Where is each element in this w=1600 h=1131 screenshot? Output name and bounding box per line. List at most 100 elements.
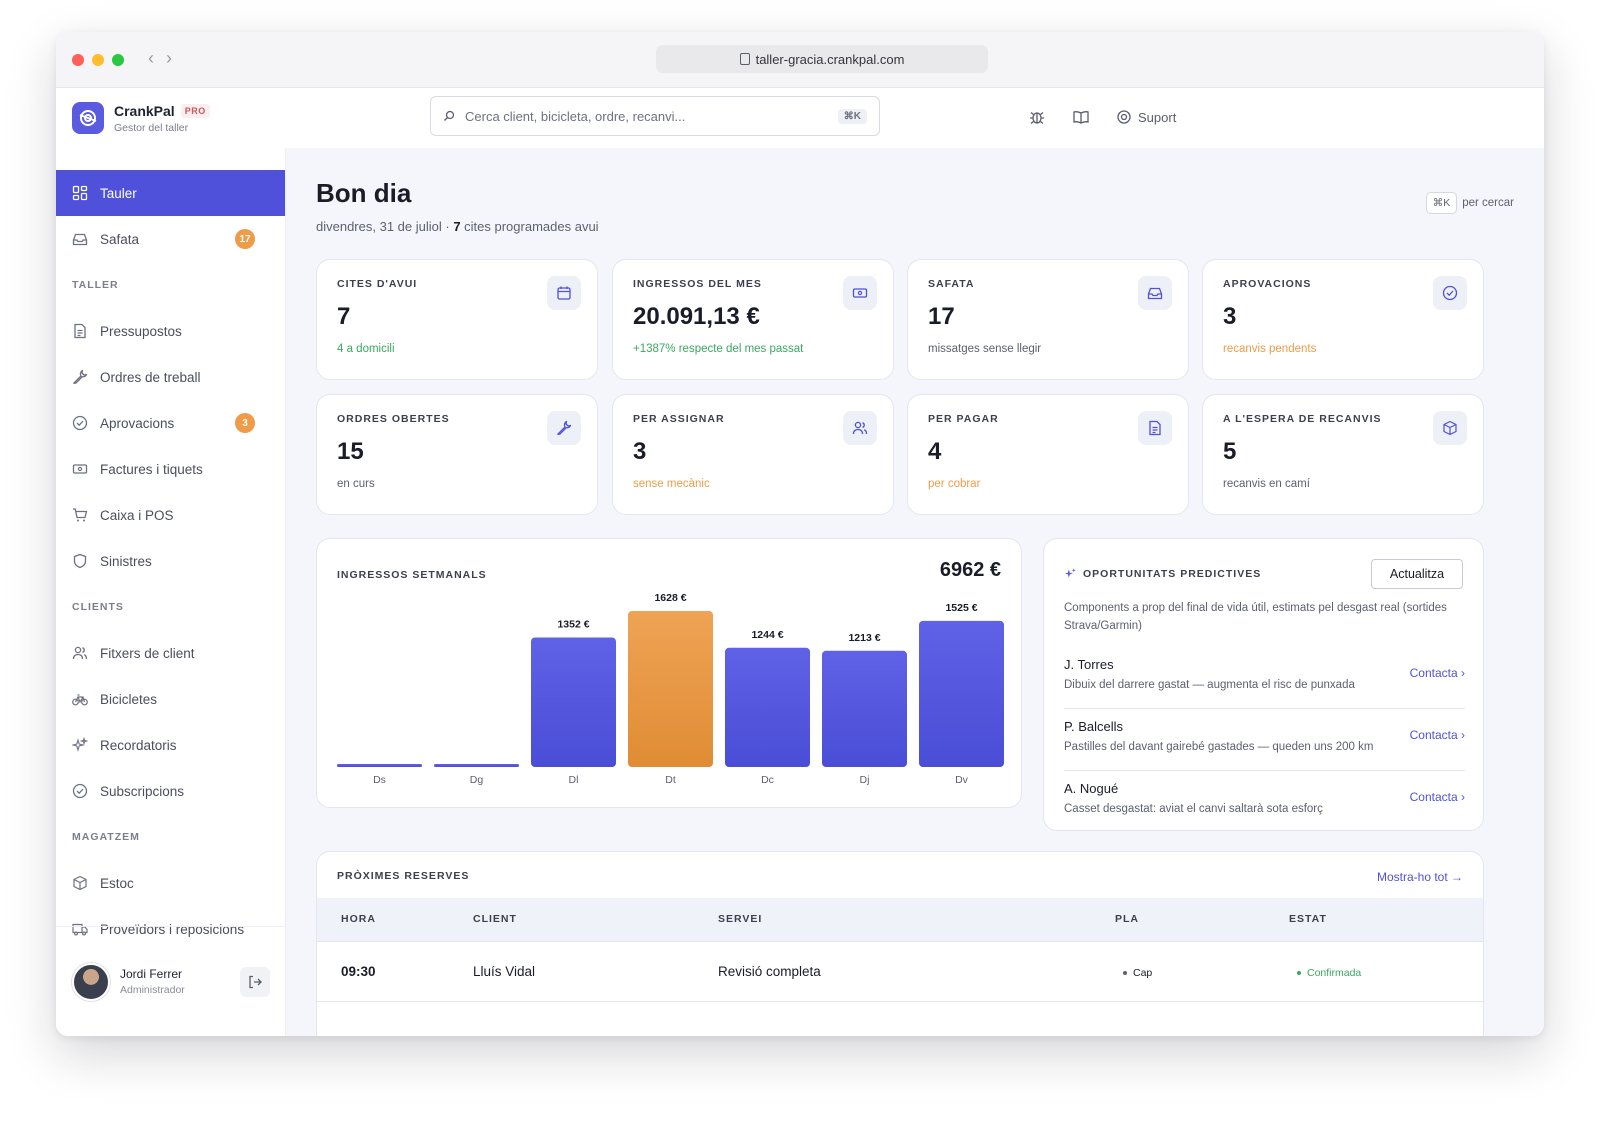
sidebar-item-estoc[interactable]: Estoc bbox=[56, 860, 285, 906]
column-header[interactable]: ESTAT bbox=[1289, 913, 1327, 925]
stat-note: missatges sense llegir bbox=[928, 343, 1042, 355]
bar-dl[interactable] bbox=[531, 637, 616, 767]
money-icon bbox=[72, 461, 88, 477]
dashboard-icon bbox=[72, 185, 88, 201]
stat-card-recanvis[interactable]: A L'ESPERA DE RECANVIS 5 recanvis en cam… bbox=[1202, 394, 1484, 515]
bar-dj[interactable] bbox=[822, 650, 907, 767]
box-icon bbox=[1433, 411, 1467, 445]
stat-label: INGRESSOS DEL MES bbox=[633, 278, 762, 290]
show-all-link[interactable]: Mostra-ho tot → bbox=[1376, 870, 1463, 884]
bar-dg[interactable] bbox=[434, 764, 519, 767]
chart-total: 6962 € bbox=[939, 559, 1001, 581]
stat-note: en curs bbox=[337, 478, 375, 490]
sidebar-item-fitxers[interactable]: Fitxers de client bbox=[56, 630, 285, 676]
table-row[interactable]: 09:30 Lluís Vidal Revisió completa Cap C… bbox=[317, 942, 1483, 1002]
stat-label: SAFATA bbox=[928, 278, 975, 290]
sidebar-section-title: MAGATZEM bbox=[72, 831, 140, 843]
check-circle-icon bbox=[72, 415, 88, 431]
bar-ds[interactable] bbox=[337, 764, 422, 767]
page-icon bbox=[739, 53, 750, 65]
sidebar-item-pressupostos[interactable]: Pressupostos bbox=[56, 308, 285, 354]
sidebar-item-factures[interactable]: Factures i tiquets bbox=[56, 446, 285, 492]
support-label: Suport bbox=[1138, 109, 1177, 125]
sidebar-item-label: Ordres de treball bbox=[100, 369, 201, 385]
stat-card-cites[interactable]: CITES D'AVUI 7 4 a domicili bbox=[316, 259, 598, 380]
table-row[interactable] bbox=[317, 1002, 1483, 1036]
stat-label: PER ASSIGNAR bbox=[633, 413, 725, 425]
stat-card-assignar[interactable]: PER ASSIGNAR 3 sense mecànic bbox=[612, 394, 894, 515]
search-input[interactable]: Cerca client, bicicleta, ordre, recanvi.… bbox=[430, 96, 880, 136]
sidebar-item-ordres[interactable]: Ordres de treball bbox=[56, 354, 285, 400]
sidebar-item-aprovacions[interactable]: Aprovacions 3 bbox=[56, 400, 285, 446]
wrench-icon bbox=[547, 411, 581, 445]
minimize-window-button[interactable] bbox=[92, 54, 104, 66]
user-name: Jordi Ferrer bbox=[120, 967, 183, 981]
bug-icon[interactable] bbox=[1028, 108, 1046, 126]
bar-value-label: 1244 € bbox=[751, 629, 783, 641]
bar-dc[interactable] bbox=[725, 647, 810, 767]
window-controls bbox=[72, 54, 124, 66]
user-role: Administrador bbox=[120, 984, 185, 996]
app-header: CrankPal PRO Gestor del taller Cerca cli… bbox=[56, 88, 1544, 148]
column-header[interactable]: HORA bbox=[341, 913, 376, 925]
contact-link[interactable]: Contacta › bbox=[1409, 666, 1465, 680]
contact-link[interactable]: Contacta › bbox=[1409, 790, 1465, 804]
sidebar-item-label: Proveïdors i reposicions bbox=[100, 921, 245, 937]
browser-titlebar: ‹ › taller-gracia.crankpal.com bbox=[56, 32, 1544, 88]
sidebar-item-bicicletes[interactable]: Bicicletes bbox=[56, 676, 285, 722]
x-tick-label: Dj bbox=[860, 774, 870, 786]
sidebar-item-label: Pressupostos bbox=[100, 323, 182, 339]
refresh-button[interactable]: Actualitza bbox=[1371, 559, 1463, 589]
stat-card-safata[interactable]: SAFATA 17 missatges sense llegir bbox=[907, 259, 1189, 380]
contact-link[interactable]: Contacta › bbox=[1409, 728, 1465, 742]
bar-value-label: 1525 € bbox=[945, 602, 977, 614]
stat-label: ORDRES OBERTES bbox=[337, 413, 450, 425]
back-arrow-icon[interactable]: ‹ bbox=[148, 48, 154, 68]
pro-badge: PRO bbox=[180, 103, 210, 118]
bar-dv[interactable] bbox=[919, 620, 1004, 767]
avatar[interactable] bbox=[72, 962, 110, 1001]
box-icon bbox=[72, 875, 88, 891]
list-item: P. Balcells Pastilles del davant gairebé… bbox=[1064, 709, 1465, 771]
stat-card-aprovacions[interactable]: APROVACIONS 3 recanvis pendents bbox=[1202, 259, 1484, 380]
appointments-count: 7 bbox=[453, 219, 461, 234]
customer-name: P. Balcells bbox=[1064, 719, 1124, 734]
stat-card-ordres[interactable]: ORDRES OBERTES 15 en curs bbox=[316, 394, 598, 515]
sidebar-item-subscripcions[interactable]: Subscripcions bbox=[56, 768, 285, 814]
bicycle-icon bbox=[72, 691, 88, 707]
column-header[interactable]: PLA bbox=[1115, 913, 1139, 925]
sidebar-item-proveidors[interactable]: Proveïdors i reposicions bbox=[56, 906, 285, 952]
sidebar-item-label: Estoc bbox=[100, 875, 134, 891]
sidebar-item-tauler[interactable]: Tauler bbox=[56, 170, 285, 216]
sidebar-item-safata[interactable]: Safata 17 bbox=[56, 216, 285, 262]
column-header[interactable]: SERVEI bbox=[718, 913, 763, 925]
predictive-title: OPORTUNITATS PREDICTIVES bbox=[1064, 567, 1261, 580]
forward-arrow-icon[interactable]: › bbox=[166, 48, 172, 68]
booking-client: Lluís Vidal bbox=[473, 964, 536, 979]
support-button[interactable]: Suport bbox=[1116, 109, 1176, 125]
document-icon bbox=[72, 323, 88, 339]
booking-status-label: Confirmada bbox=[1307, 967, 1362, 979]
sidebar-item-recordatoris[interactable]: Recordatoris bbox=[56, 722, 285, 768]
brand[interactable]: CrankPal PRO Gestor del taller bbox=[72, 102, 210, 134]
stat-card-pagar[interactable]: PER PAGAR 4 per cobrar bbox=[907, 394, 1189, 515]
sidebar-item-label: Safata bbox=[100, 231, 140, 247]
sidebar-item-caixa[interactable]: Caixa i POS bbox=[56, 492, 285, 538]
close-window-button[interactable] bbox=[72, 54, 84, 66]
book-icon[interactable] bbox=[1072, 108, 1090, 126]
bar-dt[interactable] bbox=[628, 611, 713, 767]
stat-note: 4 a domicili bbox=[337, 343, 395, 355]
logout-button[interactable] bbox=[240, 966, 270, 997]
url-bar[interactable]: taller-gracia.crankpal.com bbox=[656, 45, 988, 73]
inbox-icon bbox=[1138, 276, 1172, 310]
stat-note: per cobrar bbox=[928, 478, 981, 490]
predictive-opportunities: OPORTUNITATS PREDICTIVES Actualitza Comp… bbox=[1043, 538, 1484, 831]
sidebar-item-sinistres[interactable]: Sinistres bbox=[56, 538, 285, 584]
column-header[interactable]: CLIENT bbox=[473, 913, 517, 925]
booking-service: Revisió completa bbox=[718, 964, 821, 979]
maximize-window-button[interactable] bbox=[112, 54, 124, 66]
logout-icon bbox=[249, 975, 262, 988]
bar-value-label: 1352 € bbox=[557, 618, 589, 630]
stat-card-ingressos[interactable]: INGRESSOS DEL MES 20.091,13 € +1387% res… bbox=[612, 259, 894, 380]
cart-icon bbox=[72, 507, 88, 523]
